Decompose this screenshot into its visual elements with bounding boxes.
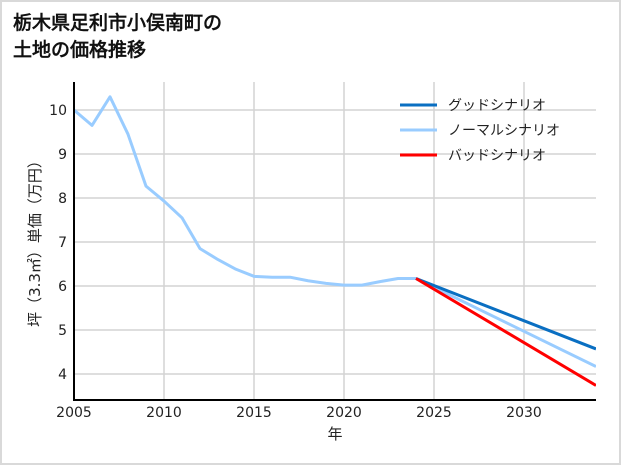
legend-label: グッドシナリオ <box>448 98 546 114</box>
legend-item: ノーマルシナリオ <box>400 123 560 139</box>
y-axis-label: 坪（3.3㎡）単価（万円） <box>26 153 44 327</box>
legend-item: グッドシナリオ <box>400 98 546 114</box>
y-tick-label: 4 <box>58 367 67 383</box>
data-series <box>74 95 596 387</box>
x-tick-label: 2020 <box>326 405 362 421</box>
chart-title: 栃木県足利市小俣南町の 土地の価格推移 <box>13 12 223 61</box>
x-tick-label: 2025 <box>416 405 452 421</box>
x-tick-label: 2010 <box>146 405 182 421</box>
legend-label: ノーマルシナリオ <box>448 123 560 139</box>
y-tick-label: 9 <box>58 147 67 163</box>
y-tick-label: 5 <box>58 323 67 339</box>
x-tick-label: 2005 <box>56 405 92 421</box>
y-tick-label: 7 <box>58 235 67 251</box>
y-tick-label: 6 <box>58 279 67 295</box>
legend-label: バッドシナリオ <box>448 148 546 164</box>
series-line <box>415 277 596 387</box>
x-tick-label: 2030 <box>506 405 542 421</box>
grid-lines <box>73 82 596 400</box>
axes <box>73 82 596 401</box>
y-tick-label: 8 <box>58 191 67 207</box>
x-tick-label: 2015 <box>236 405 272 421</box>
legend-item: バッドシナリオ <box>400 148 546 164</box>
series-line <box>415 277 596 351</box>
x-axis-label: 年 <box>327 425 342 443</box>
y-tick-label: 10 <box>49 103 67 119</box>
series-line <box>74 95 596 368</box>
tick-labels: 2005 2010 2015 2020 2025 2030 4 5 6 7 8 9 10 <box>49 103 542 421</box>
